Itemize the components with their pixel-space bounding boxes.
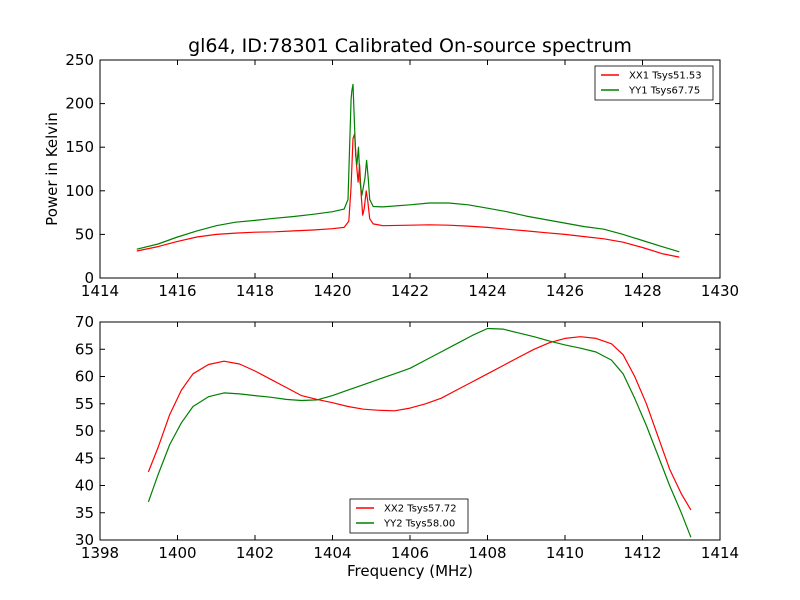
x-tick-label: 1400 [158,544,196,562]
bottom-spectrum-panel: Frequency (MHz) 1398 1400 1402 1404 1406 1408… [75,313,739,580]
y-tick-label: 65 [75,340,94,358]
top-spectrum-panel: gl64, ID:78301 Calibrated On-source spec… [43,35,739,300]
series-line-xx1 [136,133,680,258]
legend-label-yy2: YY2 Tsys58.00 [383,519,455,530]
x-tick-label: 1430 [701,282,739,300]
series-line-yy2 [147,327,692,538]
series-line-yy1 [136,83,680,253]
plot-frame [99,321,721,541]
y-tick-label: 200 [65,95,94,113]
chart-title: gl64, ID:78301 Calibrated On-source spec… [188,35,632,57]
legend-label-yy1: YY1 Tsys67.75 [628,86,700,97]
x-tick-label: 1418 [236,282,274,300]
x-tick-label: 1406 [391,544,429,562]
y-tick-label: 35 [75,504,94,522]
y-tick-label: 45 [75,449,94,467]
x-tick-label: 1420 [313,282,351,300]
x-axis-label: Frequency (MHz) [347,562,473,580]
plot-frame [99,59,721,279]
legend-label-xx1: XX1 Tsys51.53 [629,71,702,82]
legend: XX1 Tsys51.53 YY1 Tsys67.75 [594,65,714,101]
x-tick-label: 1414 [81,282,119,300]
series-line-xx2 [147,336,692,511]
legend-box [594,65,714,101]
x-tick-label: 1398 [81,544,119,562]
x-tick-label: 1410 [546,544,584,562]
legend: XX2 Tsys57.72 YY2 Tsys58.00 [349,498,469,534]
x-tick-label: 1424 [468,282,506,300]
y-tick-label: 0 [84,269,94,287]
y-tick-label: 70 [75,313,94,331]
y-tick-label: 60 [75,368,94,386]
y-axis-label: Power in Kelvin [43,112,61,226]
legend-label-xx2: XX2 Tsys57.72 [384,504,457,515]
y-tick-label: 150 [65,138,94,156]
x-tick-label: 1422 [391,282,429,300]
y-tick-label: 100 [65,182,94,200]
x-tick-label: 1408 [468,544,506,562]
legend-box [349,498,469,534]
y-tick-label: 30 [75,531,94,549]
x-tick-label: 1416 [158,282,196,300]
y-tick-label: 250 [65,51,94,69]
y-tick-label: 50 [75,225,94,243]
y-tick-label: 55 [75,395,94,413]
x-tick-label: 1414 [701,544,739,562]
x-tick-label: 1402 [236,544,274,562]
x-tick-label: 1404 [313,544,351,562]
x-tick-label: 1412 [623,544,661,562]
y-tick-label: 40 [75,477,94,495]
y-tick-label: 50 [75,422,94,440]
x-tick-label: 1428 [623,282,661,300]
x-tick-label: 1426 [546,282,584,300]
